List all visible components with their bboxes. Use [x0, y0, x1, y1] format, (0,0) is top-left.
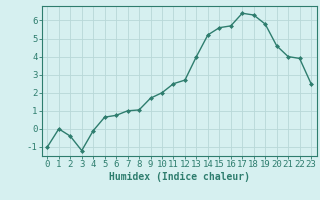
- X-axis label: Humidex (Indice chaleur): Humidex (Indice chaleur): [109, 172, 250, 182]
